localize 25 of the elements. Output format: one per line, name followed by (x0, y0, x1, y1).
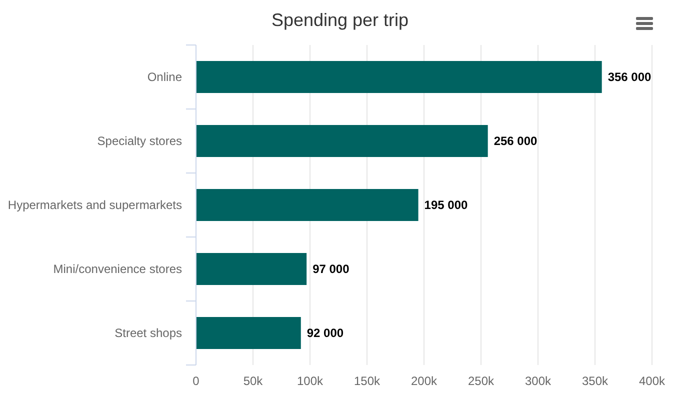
chart-title: Spending per trip (271, 10, 409, 30)
bar (196, 61, 602, 93)
data-label: 356 000 (608, 70, 652, 84)
y-tick-label: Hypermarkets and supermarkets (8, 198, 182, 212)
bar (196, 317, 301, 349)
y-tick-label: Specialty stores (97, 134, 182, 148)
x-tick-label: 350k (582, 374, 610, 388)
y-tick-label: Online (147, 70, 182, 84)
y-tick-label: Street shops (114, 326, 182, 340)
x-tick-label: 0 (192, 374, 200, 388)
x-tick-label: 400k (638, 374, 666, 388)
data-label: 195 000 (424, 198, 468, 212)
data-label: 256 000 (494, 134, 538, 148)
data-label: 92 000 (306, 326, 344, 340)
bar (196, 253, 307, 285)
bar (196, 125, 488, 157)
x-tick-label: 200k (410, 374, 438, 388)
y-tick-label: Mini/convenience stores (53, 262, 182, 276)
x-tick-label: 300k (524, 374, 552, 388)
x-tick-label: 150k (354, 374, 382, 388)
x-tick-label: 50k (243, 374, 264, 388)
x-tick-label: 100k (296, 374, 324, 388)
bar (196, 189, 418, 221)
x-tick-label: 250k (468, 374, 496, 388)
data-label: 97 000 (312, 262, 350, 276)
